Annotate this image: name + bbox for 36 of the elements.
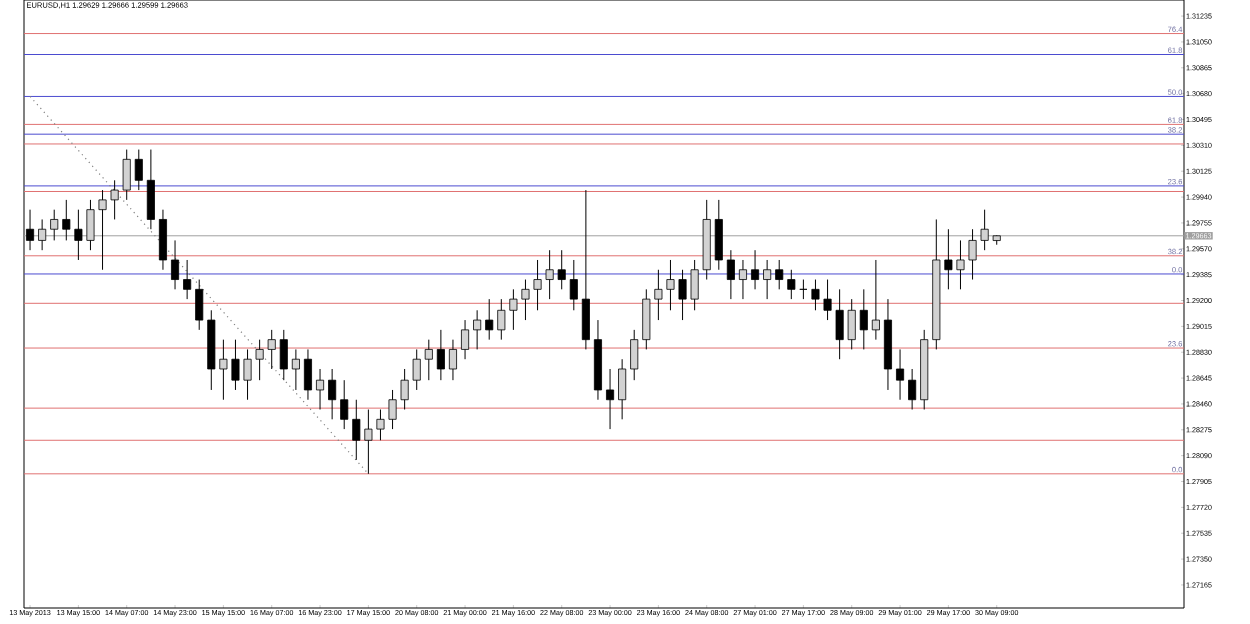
candlestick bbox=[751, 249, 760, 290]
candlestick bbox=[50, 209, 59, 241]
candlestick bbox=[896, 348, 905, 401]
candlestick bbox=[473, 309, 482, 350]
candlestick bbox=[606, 368, 615, 430]
candlestick bbox=[316, 368, 325, 411]
candlestick bbox=[630, 329, 639, 381]
candlestick bbox=[146, 149, 155, 230]
candlestick bbox=[726, 249, 735, 300]
candlestick bbox=[328, 368, 337, 420]
candlestick bbox=[859, 288, 868, 350]
candlestick bbox=[195, 279, 204, 331]
candlestick bbox=[38, 218, 47, 251]
candlestick bbox=[303, 348, 312, 401]
candlestick bbox=[485, 298, 494, 341]
candlestick bbox=[775, 259, 784, 290]
candlestick bbox=[581, 189, 590, 350]
candlestick bbox=[461, 319, 470, 360]
candlestick bbox=[908, 368, 917, 411]
candlestick bbox=[738, 259, 747, 300]
candlestick bbox=[134, 149, 143, 191]
candlestick bbox=[569, 259, 578, 311]
candlestick bbox=[183, 259, 192, 300]
candlestick bbox=[279, 329, 288, 381]
candlestick bbox=[787, 269, 796, 300]
candlestick bbox=[714, 199, 723, 271]
candlestick bbox=[618, 358, 627, 420]
candlestick bbox=[340, 379, 349, 430]
candlestick bbox=[424, 339, 433, 381]
candlestick bbox=[763, 259, 772, 300]
candlestick bbox=[291, 348, 300, 391]
candlestick bbox=[448, 339, 457, 381]
candlestick bbox=[171, 239, 180, 290]
candlestick bbox=[158, 209, 167, 271]
candlestick bbox=[871, 259, 880, 341]
candlestick bbox=[436, 329, 445, 381]
